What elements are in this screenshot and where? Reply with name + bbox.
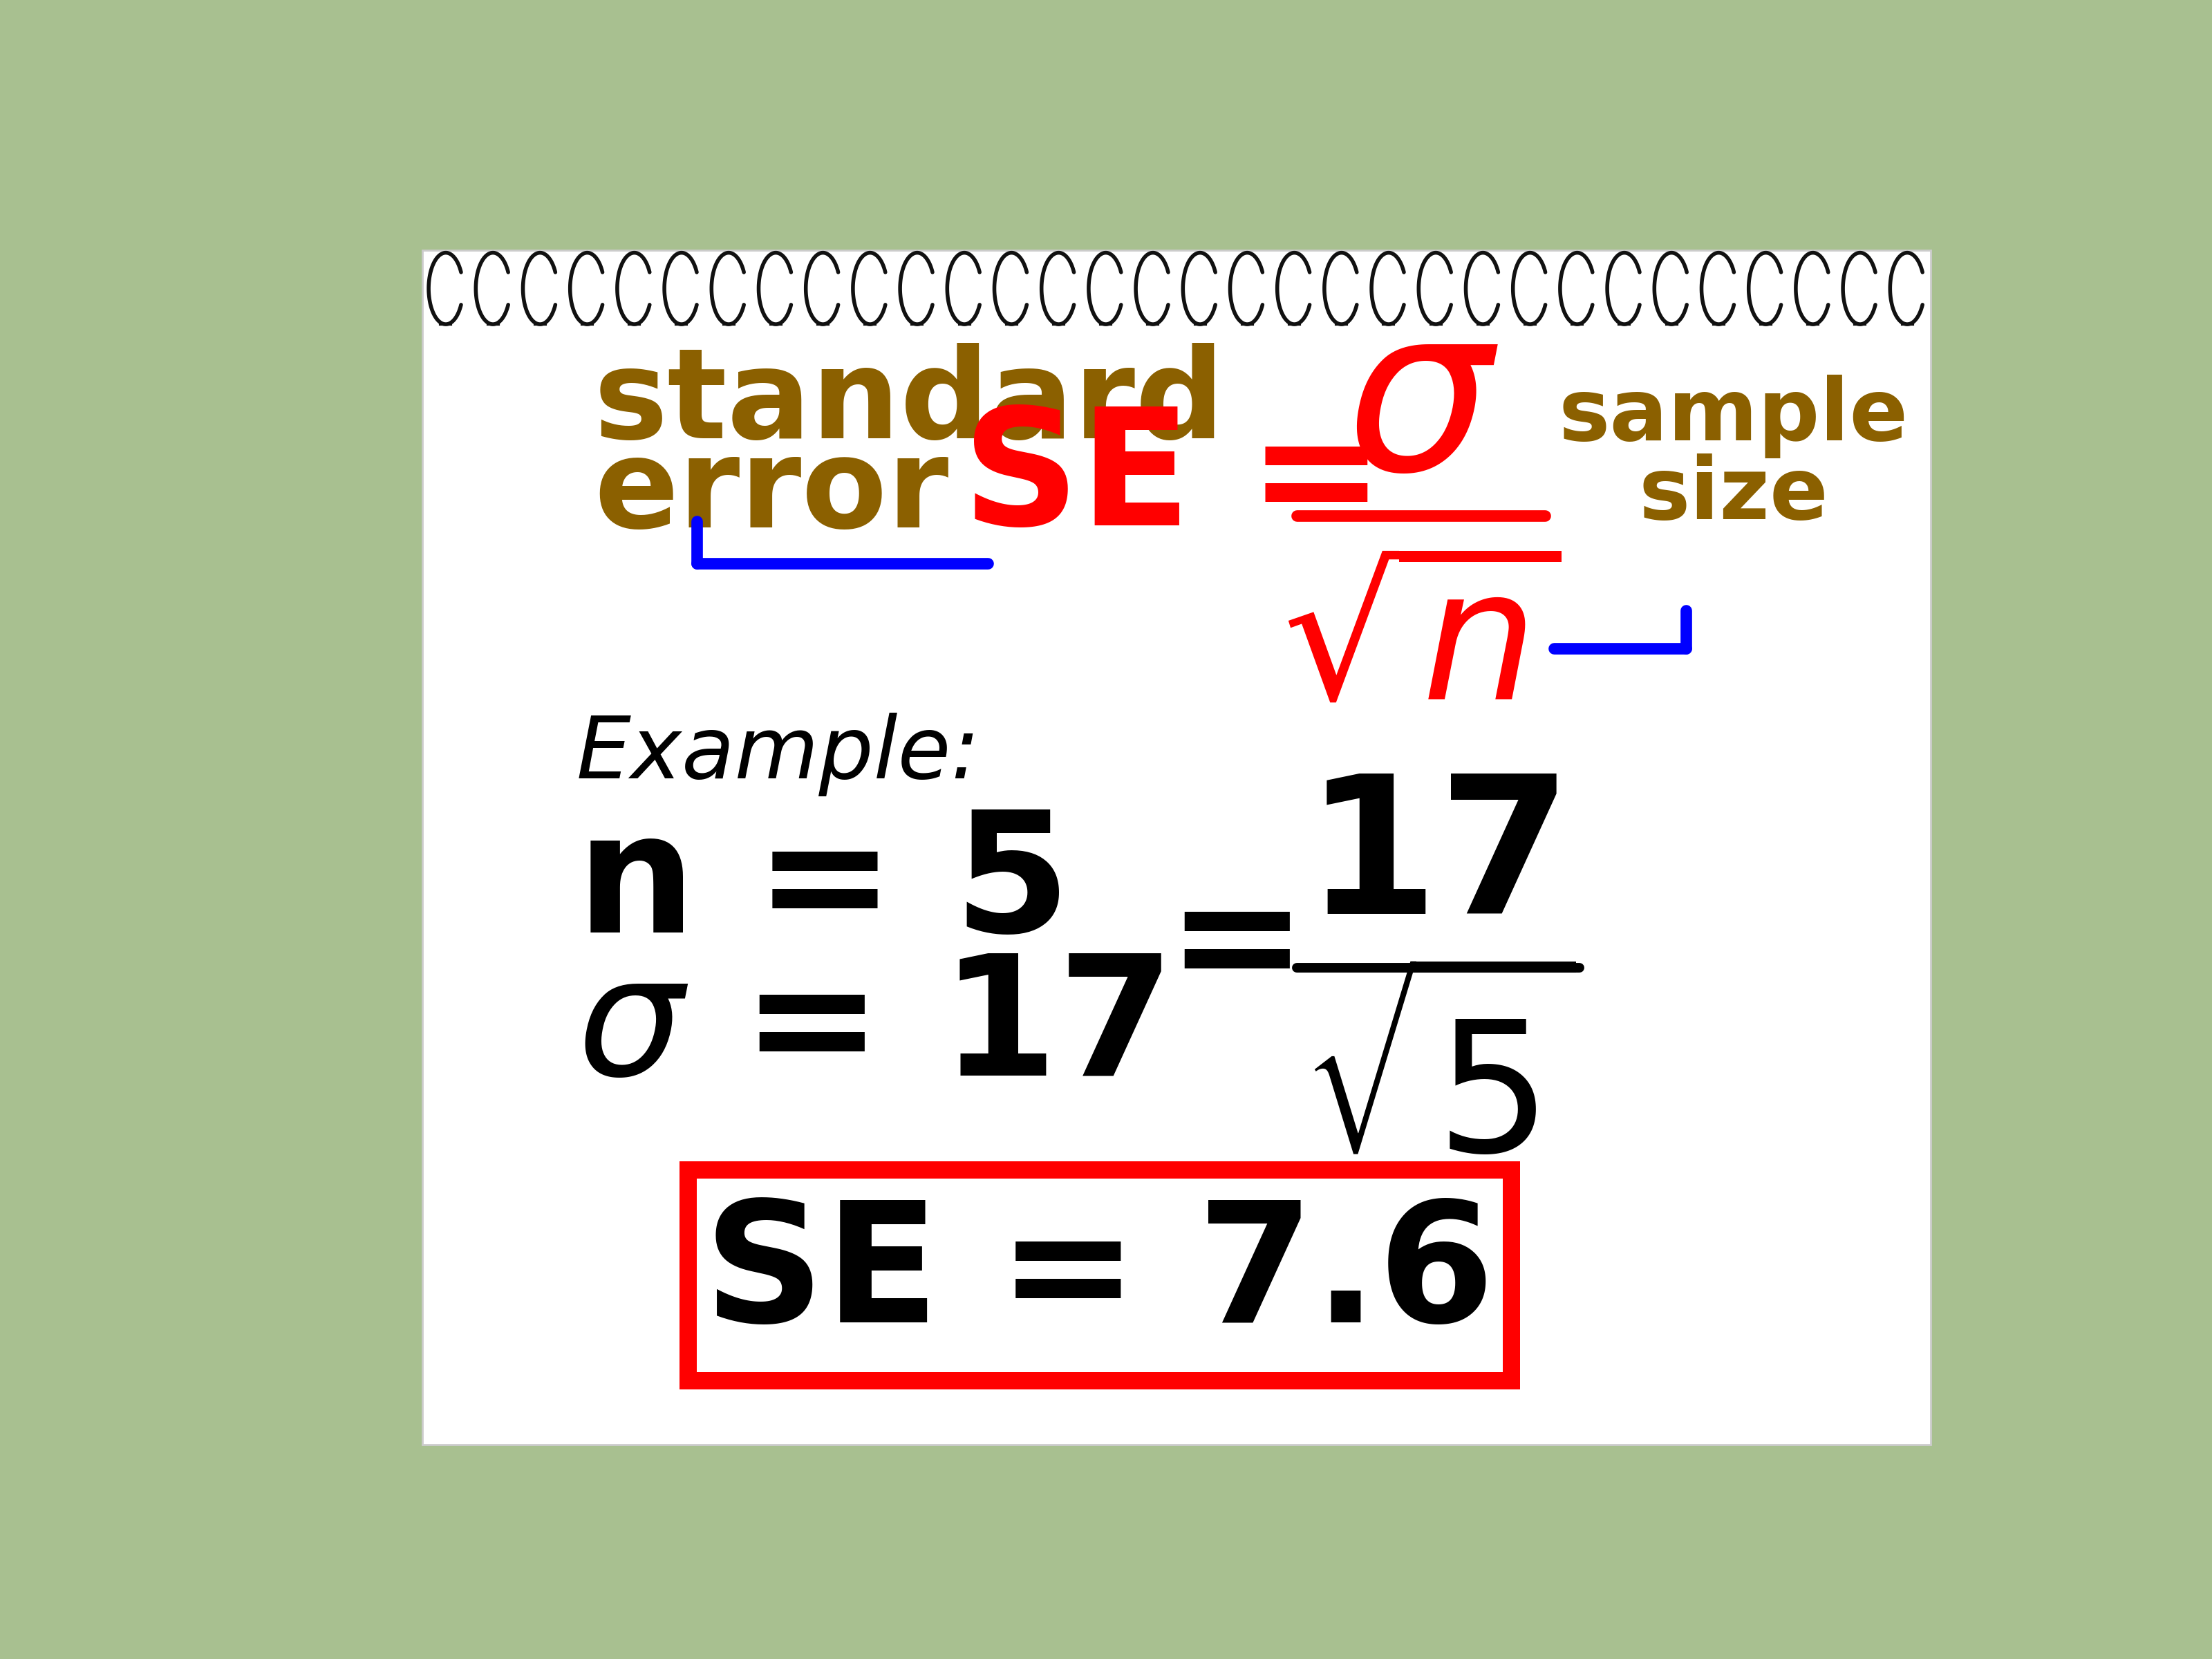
- Text: Example:: Example:: [577, 713, 980, 796]
- Text: SE =: SE =: [962, 401, 1385, 559]
- FancyBboxPatch shape: [422, 251, 1931, 1445]
- Text: $\sigma$ = 17: $\sigma$ = 17: [577, 947, 1164, 1112]
- Text: n = 5: n = 5: [577, 805, 1071, 967]
- Text: error: error: [593, 431, 949, 554]
- Text: $\sigma$: $\sigma$: [1345, 294, 1498, 518]
- Text: size: size: [1639, 453, 1829, 538]
- Text: sample: sample: [1559, 375, 1909, 458]
- Text: 17: 17: [1305, 768, 1573, 954]
- Text: $\sqrt{5}$: $\sqrt{5}$: [1303, 984, 1575, 1190]
- FancyBboxPatch shape: [688, 1170, 1511, 1380]
- Text: =: =: [1166, 864, 1307, 1029]
- Text: $\sqrt{n}$: $\sqrt{n}$: [1283, 561, 1562, 737]
- Text: SE = 7.6: SE = 7.6: [703, 1194, 1495, 1357]
- Text: standard: standard: [593, 343, 1225, 465]
